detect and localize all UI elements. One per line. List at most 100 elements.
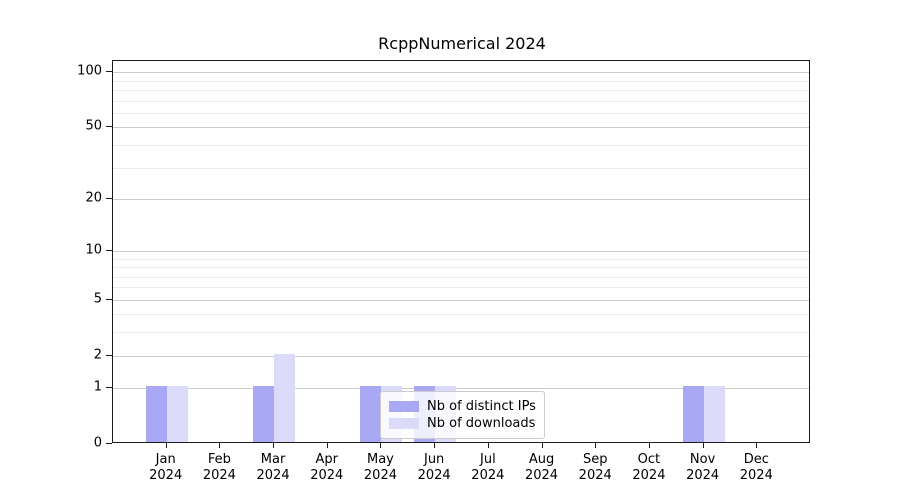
gridline-minor [113,277,809,278]
x-tick-year: 2024 [686,468,720,483]
x-tick-year: 2024 [632,468,666,483]
y-tick-mark [106,71,112,72]
y-tick-label: 2 [93,347,102,363]
x-tick-mark [166,443,167,448]
gridline-minor [113,145,809,146]
x-tick-month: Feb [207,452,231,467]
x-tick-year: 2024 [578,468,612,483]
y-tick-label: 20 [85,190,102,206]
x-tick-label: Aug 2024 [525,452,558,484]
gridline-minor [113,259,809,260]
y-tick-label: 100 [77,63,102,79]
gridline-minor [113,101,809,102]
legend-item-downloads: Nb of downloads [389,416,536,431]
gridline-major [113,199,809,200]
x-tick-month: Sep [582,452,608,467]
x-tick-mark [649,443,650,448]
x-tick-mark [327,443,328,448]
x-tick-mark [273,443,274,448]
x-tick-label: Sep 2024 [579,452,612,484]
bar-distinct-ips [146,386,167,442]
y-tick-mark [106,126,112,127]
y-tick-label: 10 [85,242,102,258]
x-tick-label: May 2024 [364,452,397,484]
x-tick-label: Nov 2024 [686,452,719,484]
y-tick-label: 5 [93,291,102,307]
x-tick-month: Jun [423,452,445,467]
x-tick-label: Apr 2024 [310,452,343,484]
y-tick-label: 0 [93,435,102,451]
x-tick-month: Mar [260,452,286,467]
chart-title: RcppNumerical 2024 [378,34,546,53]
x-tick-month: Jul [480,452,496,467]
y-tick-mark [106,355,112,356]
y-tick-mark [106,387,112,388]
x-tick-label: Oct 2024 [632,452,665,484]
bar-distinct-ips [360,386,381,442]
x-tick-month: Aug [528,452,555,467]
gridline-minor [113,81,809,82]
x-tick-month: Oct [637,452,661,467]
bar-downloads [704,386,725,442]
bar-distinct-ips [253,386,274,442]
x-tick-year: 2024 [256,468,290,483]
legend: Nb of distinct IPs Nb of downloads [380,391,545,439]
gridline-minor [113,168,809,169]
x-tick-month: Jan [155,452,176,467]
x-tick-label: Jun 2024 [418,452,451,484]
gridline-major [113,127,809,128]
x-tick-mark [703,443,704,448]
legend-swatch-distinct-ips [389,401,419,412]
x-tick-label: Jan 2024 [149,452,182,484]
y-tick-mark [106,443,112,444]
x-tick-mark [488,443,489,448]
legend-label-distinct-ips: Nb of distinct IPs [427,399,536,414]
x-tick-year: 2024 [524,468,559,483]
x-tick-month: Dec [743,452,769,467]
legend-item-distinct-ips: Nb of distinct IPs [389,399,536,414]
x-tick-month: May [367,452,394,467]
gridline-major [113,251,809,252]
x-tick-label: Jul 2024 [471,452,504,484]
x-tick-month: Apr [315,452,339,467]
gridline-major [113,72,809,73]
x-tick-label: Dec 2024 [740,452,773,484]
gridline-minor [113,113,809,114]
x-tick-year: 2024 [739,468,773,483]
y-tick-label: 50 [85,118,102,134]
gridline-major [113,388,809,389]
x-tick-year: 2024 [202,468,236,483]
x-tick-mark [756,443,757,448]
x-tick-year: 2024 [149,468,183,483]
gridline-minor [113,332,809,333]
bar-distinct-ips [683,386,704,442]
x-tick-label: Mar 2024 [257,452,290,484]
plot-area [112,60,810,443]
gridline-major [113,300,809,301]
x-tick-year: 2024 [363,468,397,483]
bar-downloads [167,386,188,442]
gridline-minor [113,90,809,91]
x-tick-label: Feb 2024 [203,452,236,484]
y-tick-mark [106,198,112,199]
x-tick-mark [595,443,596,448]
x-tick-month: Nov [689,452,716,467]
legend-label-downloads: Nb of downloads [427,416,536,431]
x-tick-mark [219,443,220,448]
gridline-major [113,356,809,357]
x-tick-year: 2024 [310,468,344,483]
x-tick-year: 2024 [417,468,451,483]
x-tick-year: 2024 [471,468,505,483]
x-tick-mark [542,443,543,448]
gridline-minor [113,314,809,315]
bar-downloads [274,354,295,442]
y-tick-mark [106,250,112,251]
legend-swatch-downloads [389,418,419,429]
y-tick-mark [106,299,112,300]
x-tick-mark [380,443,381,448]
gridline-minor [113,287,809,288]
x-tick-mark [434,443,435,448]
y-tick-label: 1 [93,379,102,395]
gridline-minor [113,267,809,268]
